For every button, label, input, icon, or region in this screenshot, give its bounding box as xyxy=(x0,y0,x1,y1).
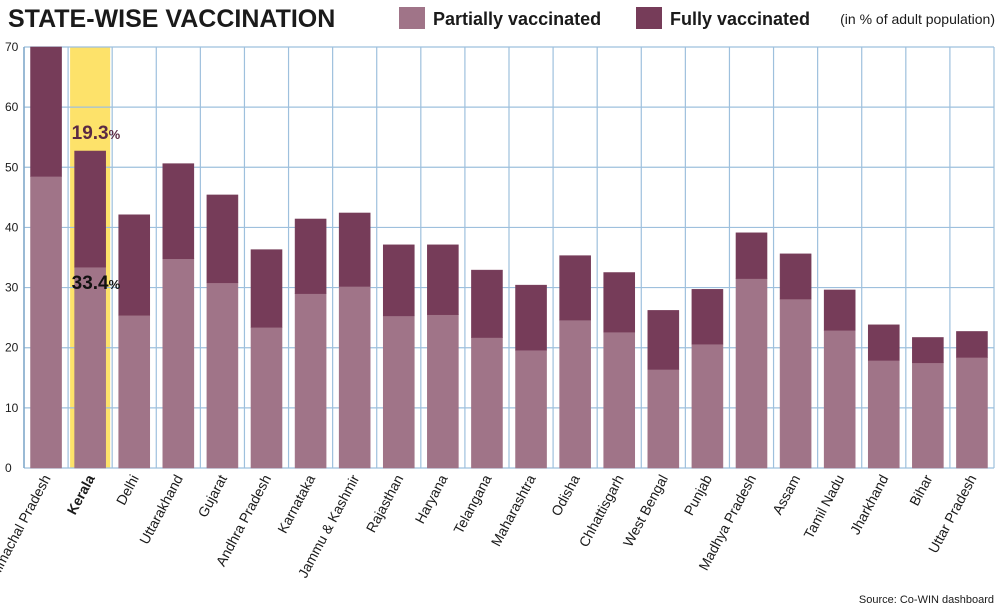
y-tick-label: 40 xyxy=(5,220,19,234)
data-label-partially: 33.4% xyxy=(72,273,121,294)
x-tick-label-punjab: Punjab xyxy=(680,472,715,518)
bar-gujarat-partially xyxy=(206,282,239,469)
bar-maharashtra-partially xyxy=(515,349,547,469)
bar-madhya-pradesh-fully xyxy=(735,232,768,279)
data-label-suffix: % xyxy=(109,277,121,292)
x-tick-label-west-bengal: West Bengal xyxy=(620,472,671,549)
y-tick-label: 50 xyxy=(5,160,19,174)
x-tick-label-rajasthan: Rajasthan xyxy=(363,472,407,535)
bar-maharashtra-fully xyxy=(515,284,547,351)
bar-bihar-fully xyxy=(912,337,944,364)
bar-uttarakhand-fully xyxy=(162,163,195,260)
chart-title: STATE-WISE VACCINATION xyxy=(8,5,335,33)
y-tick-label: 0 xyxy=(5,461,12,475)
bar-uttar-pradesh-fully xyxy=(956,331,988,358)
bar-andhra-pradesh-fully xyxy=(250,249,283,328)
bar-kerala-partially xyxy=(74,266,106,469)
bar-delhi-partially xyxy=(118,314,151,469)
x-tick-label-assam: Assam xyxy=(769,472,803,517)
x-tick-label-uttarakhand: Uttarakhand xyxy=(136,472,186,547)
bar-gujarat-fully xyxy=(206,194,239,284)
y-tick-label: 20 xyxy=(5,341,19,355)
bar-jharkhand-partially xyxy=(867,360,900,469)
x-tick-label-himachal-pradesh: Himachal Pradesh xyxy=(0,472,54,581)
bars-layer xyxy=(30,46,988,469)
x-tick-label-karnataka: Karnataka xyxy=(274,472,318,536)
bar-himachal-pradesh-fully xyxy=(30,46,62,177)
y-tick-label: 60 xyxy=(5,100,19,114)
bar-telangana-fully xyxy=(471,269,503,338)
y-tick-label: 30 xyxy=(5,281,19,295)
legend-label-fully: Fully vaccinated xyxy=(670,9,810,29)
legend-swatch-partially xyxy=(399,7,425,29)
x-tick-label-bihar: Bihar xyxy=(906,472,936,509)
x-tick-label-telangana: Telangana xyxy=(450,472,495,537)
x-tick-label-odisha: Odisha xyxy=(548,472,583,519)
y-tick-label: 70 xyxy=(5,40,19,54)
y-tick-label: 10 xyxy=(5,401,19,415)
bar-rajasthan-fully xyxy=(382,244,415,317)
bar-uttar-pradesh-partially xyxy=(956,357,988,469)
bar-jammu-and-kashmir-fully xyxy=(338,212,371,287)
x-tick-label-chhattisgarh: Chhattisgarh xyxy=(575,472,626,550)
bar-haryana-partially xyxy=(427,314,459,469)
x-tick-label-gujarat: Gujarat xyxy=(194,472,230,520)
data-label-fully: 19.3% xyxy=(72,123,121,144)
data-label-value: 33.4 xyxy=(72,273,109,294)
bar-uttarakhand-partially xyxy=(162,258,195,469)
bar-telangana-partially xyxy=(471,337,503,469)
bar-himachal-pradesh-partially xyxy=(30,176,62,469)
data-label-value: 19.3 xyxy=(72,123,109,144)
bar-rajasthan-partially xyxy=(382,315,415,469)
bar-jammu-and-kashmir-partially xyxy=(338,286,371,469)
source-note: Source: Co-WIN dashboard xyxy=(859,594,994,606)
bar-west-bengal-partially xyxy=(647,369,680,469)
bar-punjab-fully xyxy=(691,289,724,345)
legend-swatch-fully xyxy=(636,7,662,29)
bar-punjab-partially xyxy=(691,343,724,469)
x-tick-label-jharkhand: Jharkhand xyxy=(847,472,892,537)
bar-assam-partially xyxy=(779,298,812,469)
unit-note: (in % of adult population) xyxy=(840,11,995,27)
x-tick-label-haryana: Haryana xyxy=(412,472,451,526)
x-tick-label-delhi: Delhi xyxy=(113,472,142,508)
bar-madhya-pradesh-partially xyxy=(735,278,768,469)
bar-karnataka-fully xyxy=(294,218,327,294)
bar-chhattisgarh-fully xyxy=(603,272,636,333)
data-label-suffix: % xyxy=(109,127,121,142)
bar-delhi-fully xyxy=(118,214,151,316)
x-tick-label-maharashtra: Maharashtra xyxy=(488,472,539,549)
bar-karnataka-partially xyxy=(294,293,327,469)
bar-kerala-fully xyxy=(74,150,106,268)
bar-odisha-partially xyxy=(559,319,591,469)
x-tick-label-uttar-pradesh: Uttar Pradesh xyxy=(925,472,980,556)
legend-label-partially: Partially vaccinated xyxy=(433,9,601,29)
bar-haryana-fully xyxy=(427,244,459,315)
bar-west-bengal-fully xyxy=(647,310,680,370)
bar-assam-fully xyxy=(779,253,812,300)
x-tick-label-tamil-nadu: Tamil Nadu xyxy=(800,472,847,541)
bar-chhattisgarh-partially xyxy=(603,331,636,469)
bar-bihar-partially xyxy=(912,362,944,469)
x-tick-label-kerala: Kerala xyxy=(64,472,98,517)
bar-andhra-pradesh-partially xyxy=(250,326,283,469)
bar-tamil-nadu-partially xyxy=(823,329,856,469)
bar-odisha-fully xyxy=(559,255,591,321)
bar-jharkhand-fully xyxy=(867,324,900,361)
bar-tamil-nadu-fully xyxy=(823,289,856,331)
